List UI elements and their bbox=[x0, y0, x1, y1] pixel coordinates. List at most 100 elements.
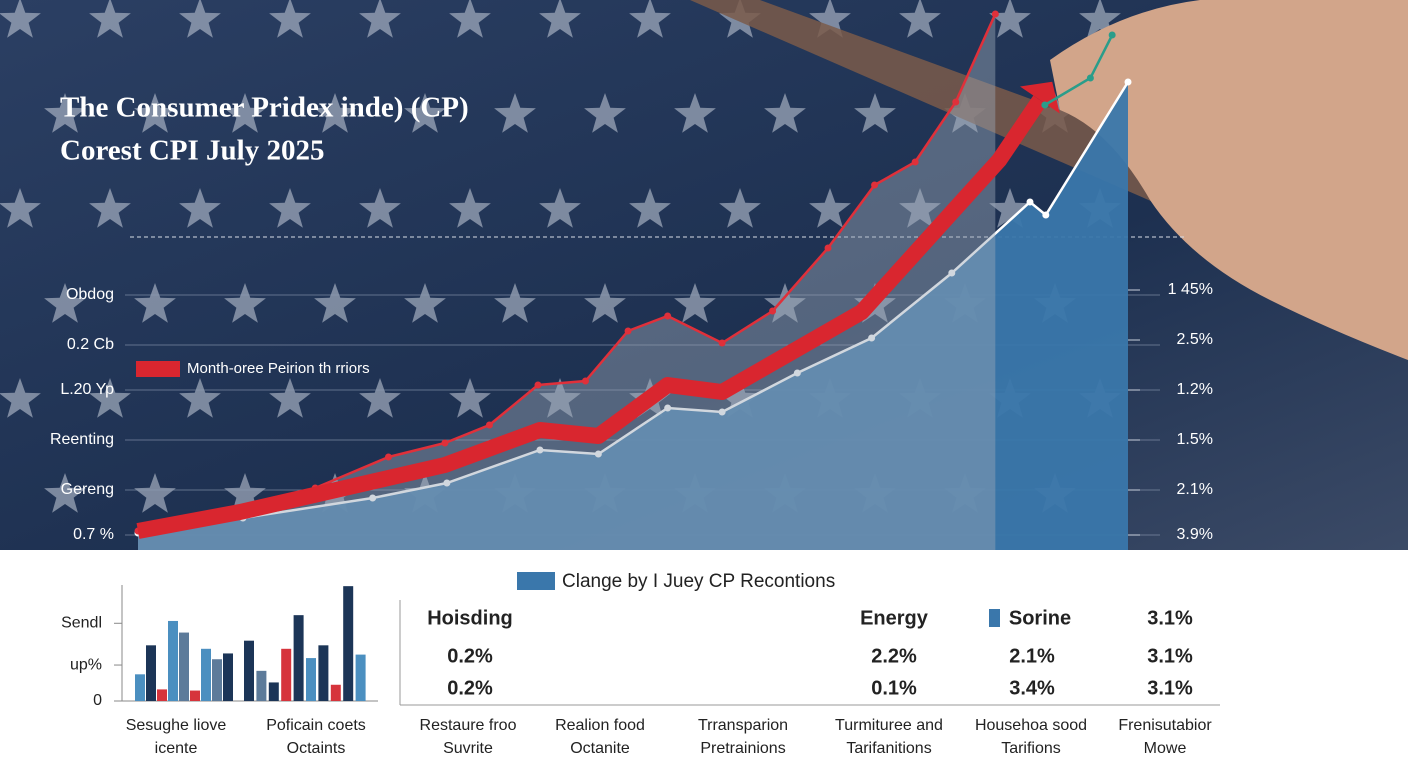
star bbox=[224, 283, 266, 323]
bottom-panel bbox=[0, 550, 1408, 768]
point bbox=[793, 369, 801, 377]
bar bbox=[343, 586, 354, 701]
point bbox=[911, 158, 919, 166]
y-tick-label: Obdog bbox=[66, 286, 114, 303]
bar bbox=[256, 670, 267, 701]
bar bbox=[223, 653, 233, 701]
pole bbox=[690, 0, 1170, 205]
point bbox=[991, 10, 999, 18]
star bbox=[404, 283, 446, 323]
table-header: Energy bbox=[860, 607, 929, 629]
star bbox=[494, 283, 536, 323]
table-cell: 3.4% bbox=[1009, 677, 1055, 699]
table-cell: 2.1% bbox=[1009, 645, 1055, 667]
bar bbox=[201, 648, 211, 701]
table-cell: 3.1% bbox=[1147, 677, 1193, 699]
column-label: Mowe bbox=[1144, 740, 1187, 757]
star bbox=[449, 378, 491, 418]
star bbox=[719, 188, 761, 228]
star bbox=[719, 378, 761, 418]
star bbox=[629, 188, 671, 228]
column-label: Suvrite bbox=[443, 740, 493, 757]
star bbox=[899, 188, 941, 228]
star bbox=[584, 93, 626, 133]
arrow-head bbox=[1020, 81, 1060, 114]
star bbox=[44, 283, 86, 323]
table-title: Clange by I Juey CP Recontions bbox=[562, 571, 835, 592]
column-label: Octanite bbox=[570, 740, 630, 757]
bar bbox=[146, 645, 156, 701]
y2-tick-label: 1.2% bbox=[1177, 381, 1213, 398]
y-tick-label: Gereng bbox=[61, 481, 114, 498]
star bbox=[269, 188, 311, 228]
star bbox=[674, 93, 716, 133]
x-tick-label: Octaints bbox=[287, 740, 346, 757]
star bbox=[134, 473, 176, 513]
y-tick-label: 0.2 Cb bbox=[67, 336, 114, 353]
small-chart: Sendl up% 0 Sesughe liove icente Poficain coe… bbox=[61, 585, 378, 757]
legend-swatch bbox=[517, 572, 555, 590]
main-chart: Obdog 0.2 Cb L.20 Yp Reenting Gereng 0.7 % 1 4… bbox=[50, 10, 1213, 550]
star bbox=[404, 93, 446, 133]
column-label: Tarifanitions bbox=[846, 740, 931, 757]
point bbox=[441, 439, 449, 447]
y-tick-label: Sendl bbox=[61, 614, 102, 631]
star bbox=[44, 473, 86, 513]
star bbox=[359, 378, 401, 418]
star bbox=[224, 93, 266, 133]
title: The Consumer Pridex inde) (CP) bbox=[60, 92, 469, 124]
x-tick-label: Poficain coets bbox=[266, 717, 366, 734]
table-cell: 2.2% bbox=[871, 645, 917, 667]
point bbox=[948, 269, 956, 277]
column-label: Restaure froo bbox=[420, 717, 517, 734]
y2-tick-label: 1 45% bbox=[1168, 281, 1213, 298]
column-label: Pretrainions bbox=[700, 740, 785, 757]
x-tick-label: Sesughe liove bbox=[126, 717, 227, 734]
table-header: Hoisding bbox=[427, 607, 513, 629]
point bbox=[443, 479, 451, 487]
point bbox=[718, 339, 726, 347]
hand bbox=[1050, 0, 1408, 360]
star bbox=[989, 188, 1031, 228]
point bbox=[1041, 101, 1049, 109]
star bbox=[0, 188, 41, 228]
bar bbox=[212, 659, 222, 701]
star bbox=[539, 0, 581, 38]
point bbox=[664, 312, 672, 320]
bar bbox=[168, 620, 178, 701]
star bbox=[449, 0, 491, 38]
star bbox=[134, 93, 176, 133]
bar bbox=[355, 654, 366, 701]
point bbox=[1026, 198, 1034, 206]
point bbox=[1124, 78, 1132, 86]
star bbox=[269, 0, 311, 38]
star bbox=[89, 188, 131, 228]
star bbox=[584, 283, 626, 323]
point bbox=[369, 494, 377, 502]
table: Clange by I Juey CP Recontions Hoisding En… bbox=[399, 571, 1220, 757]
star bbox=[1079, 0, 1121, 38]
table-cell: 0.1% bbox=[871, 677, 917, 699]
star bbox=[224, 473, 266, 513]
area bbox=[138, 14, 996, 550]
star bbox=[809, 0, 851, 38]
point bbox=[384, 453, 392, 461]
star bbox=[809, 188, 851, 228]
star bbox=[0, 378, 41, 418]
star bbox=[314, 93, 356, 133]
legend-swatch bbox=[989, 609, 1000, 627]
star bbox=[179, 188, 221, 228]
column-label: Househoa sood bbox=[975, 717, 1087, 734]
bar bbox=[293, 615, 304, 701]
column-label: Frenisutabior bbox=[1118, 717, 1212, 734]
bar bbox=[268, 682, 279, 701]
point bbox=[952, 98, 960, 106]
star bbox=[134, 283, 176, 323]
star bbox=[314, 283, 356, 323]
bar bbox=[157, 689, 167, 701]
point bbox=[769, 307, 777, 315]
table-cell: 3.1% bbox=[1147, 645, 1193, 667]
point bbox=[868, 334, 876, 342]
star bbox=[89, 378, 131, 418]
